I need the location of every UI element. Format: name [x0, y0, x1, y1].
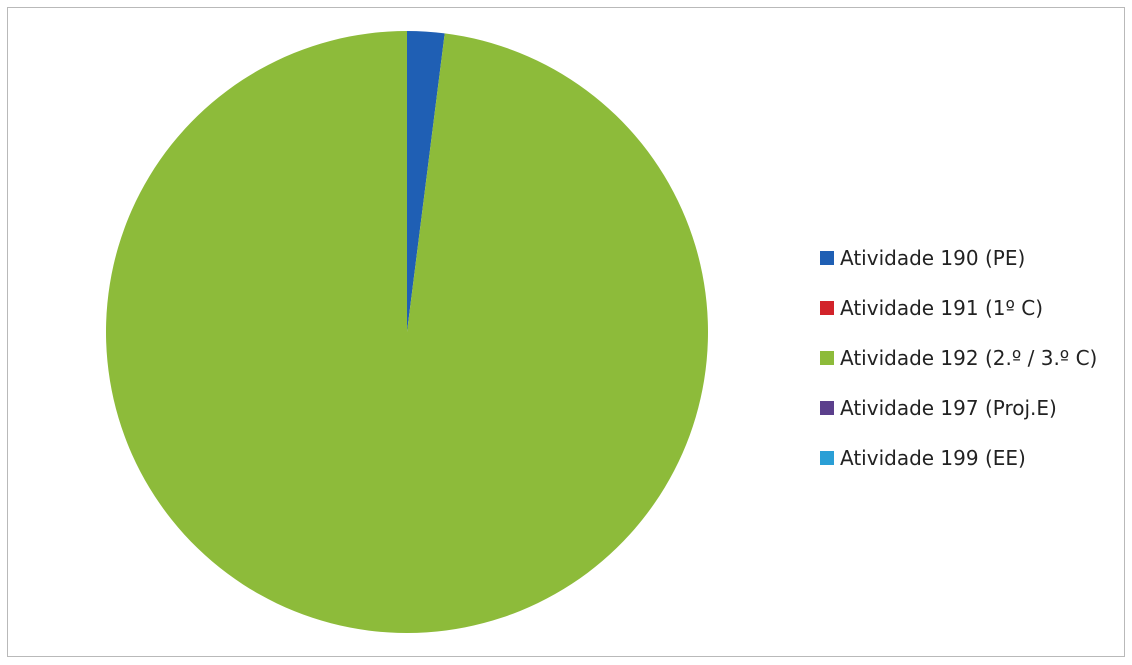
legend-item: Atividade 192 (2.º / 3.º C) [820, 333, 1097, 383]
legend-label: Atividade 199 (EE) [840, 446, 1026, 470]
legend-swatch [820, 251, 834, 265]
legend-label: Atividade 190 (PE) [840, 246, 1026, 270]
pie-chart [106, 31, 709, 633]
legend-swatch [820, 451, 834, 465]
legend-swatch [820, 301, 834, 315]
legend-label: Atividade 197 (Proj.E) [840, 396, 1057, 420]
legend-swatch [820, 351, 834, 365]
legend-swatch [820, 401, 834, 415]
legend-label: Atividade 192 (2.º / 3.º C) [840, 346, 1098, 370]
legend-item: Atividade 190 (PE) [820, 233, 1097, 283]
legend-item: Atividade 191 (1º C) [820, 283, 1097, 333]
pie-slice-0 [407, 31, 445, 332]
legend-item: Atividade 199 (EE) [820, 433, 1097, 483]
chart-area: Atividade 190 (PE) Atividade 191 (1º C) At… [7, 7, 1125, 657]
legend-item: Atividade 197 (Proj.E) [820, 383, 1097, 433]
legend: Atividade 190 (PE) Atividade 191 (1º C) At… [820, 233, 1097, 483]
legend-label: Atividade 191 (1º C) [840, 296, 1044, 320]
pie-slice-2 [106, 31, 709, 633]
